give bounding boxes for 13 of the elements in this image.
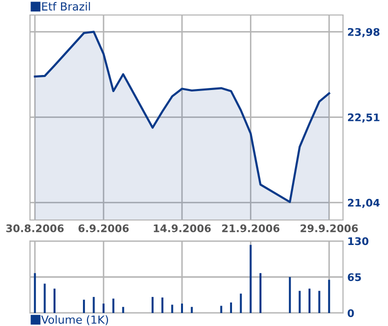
- legend-label: Volume (1K): [41, 315, 108, 326]
- y-tick-label: 21,04: [348, 198, 380, 208]
- y-tick-label: 23,98: [348, 28, 380, 38]
- y-tick-label: 65: [348, 273, 361, 282]
- x-tick-label: 14.9.2006: [154, 224, 211, 232]
- x-tick-label: 6.9.2006: [78, 224, 129, 232]
- x-tick-label: 30.8.2006: [6, 224, 64, 232]
- y-tick-label: 22,51: [348, 113, 380, 123]
- x-tick-label: 29.9.2006: [300, 224, 358, 232]
- y-tick-label: 0: [348, 309, 354, 318]
- x-tick-label: 21.9.2006: [222, 224, 280, 232]
- legend-label: Etf Brazil: [42, 2, 90, 11]
- y-tick-label: 130: [348, 237, 368, 246]
